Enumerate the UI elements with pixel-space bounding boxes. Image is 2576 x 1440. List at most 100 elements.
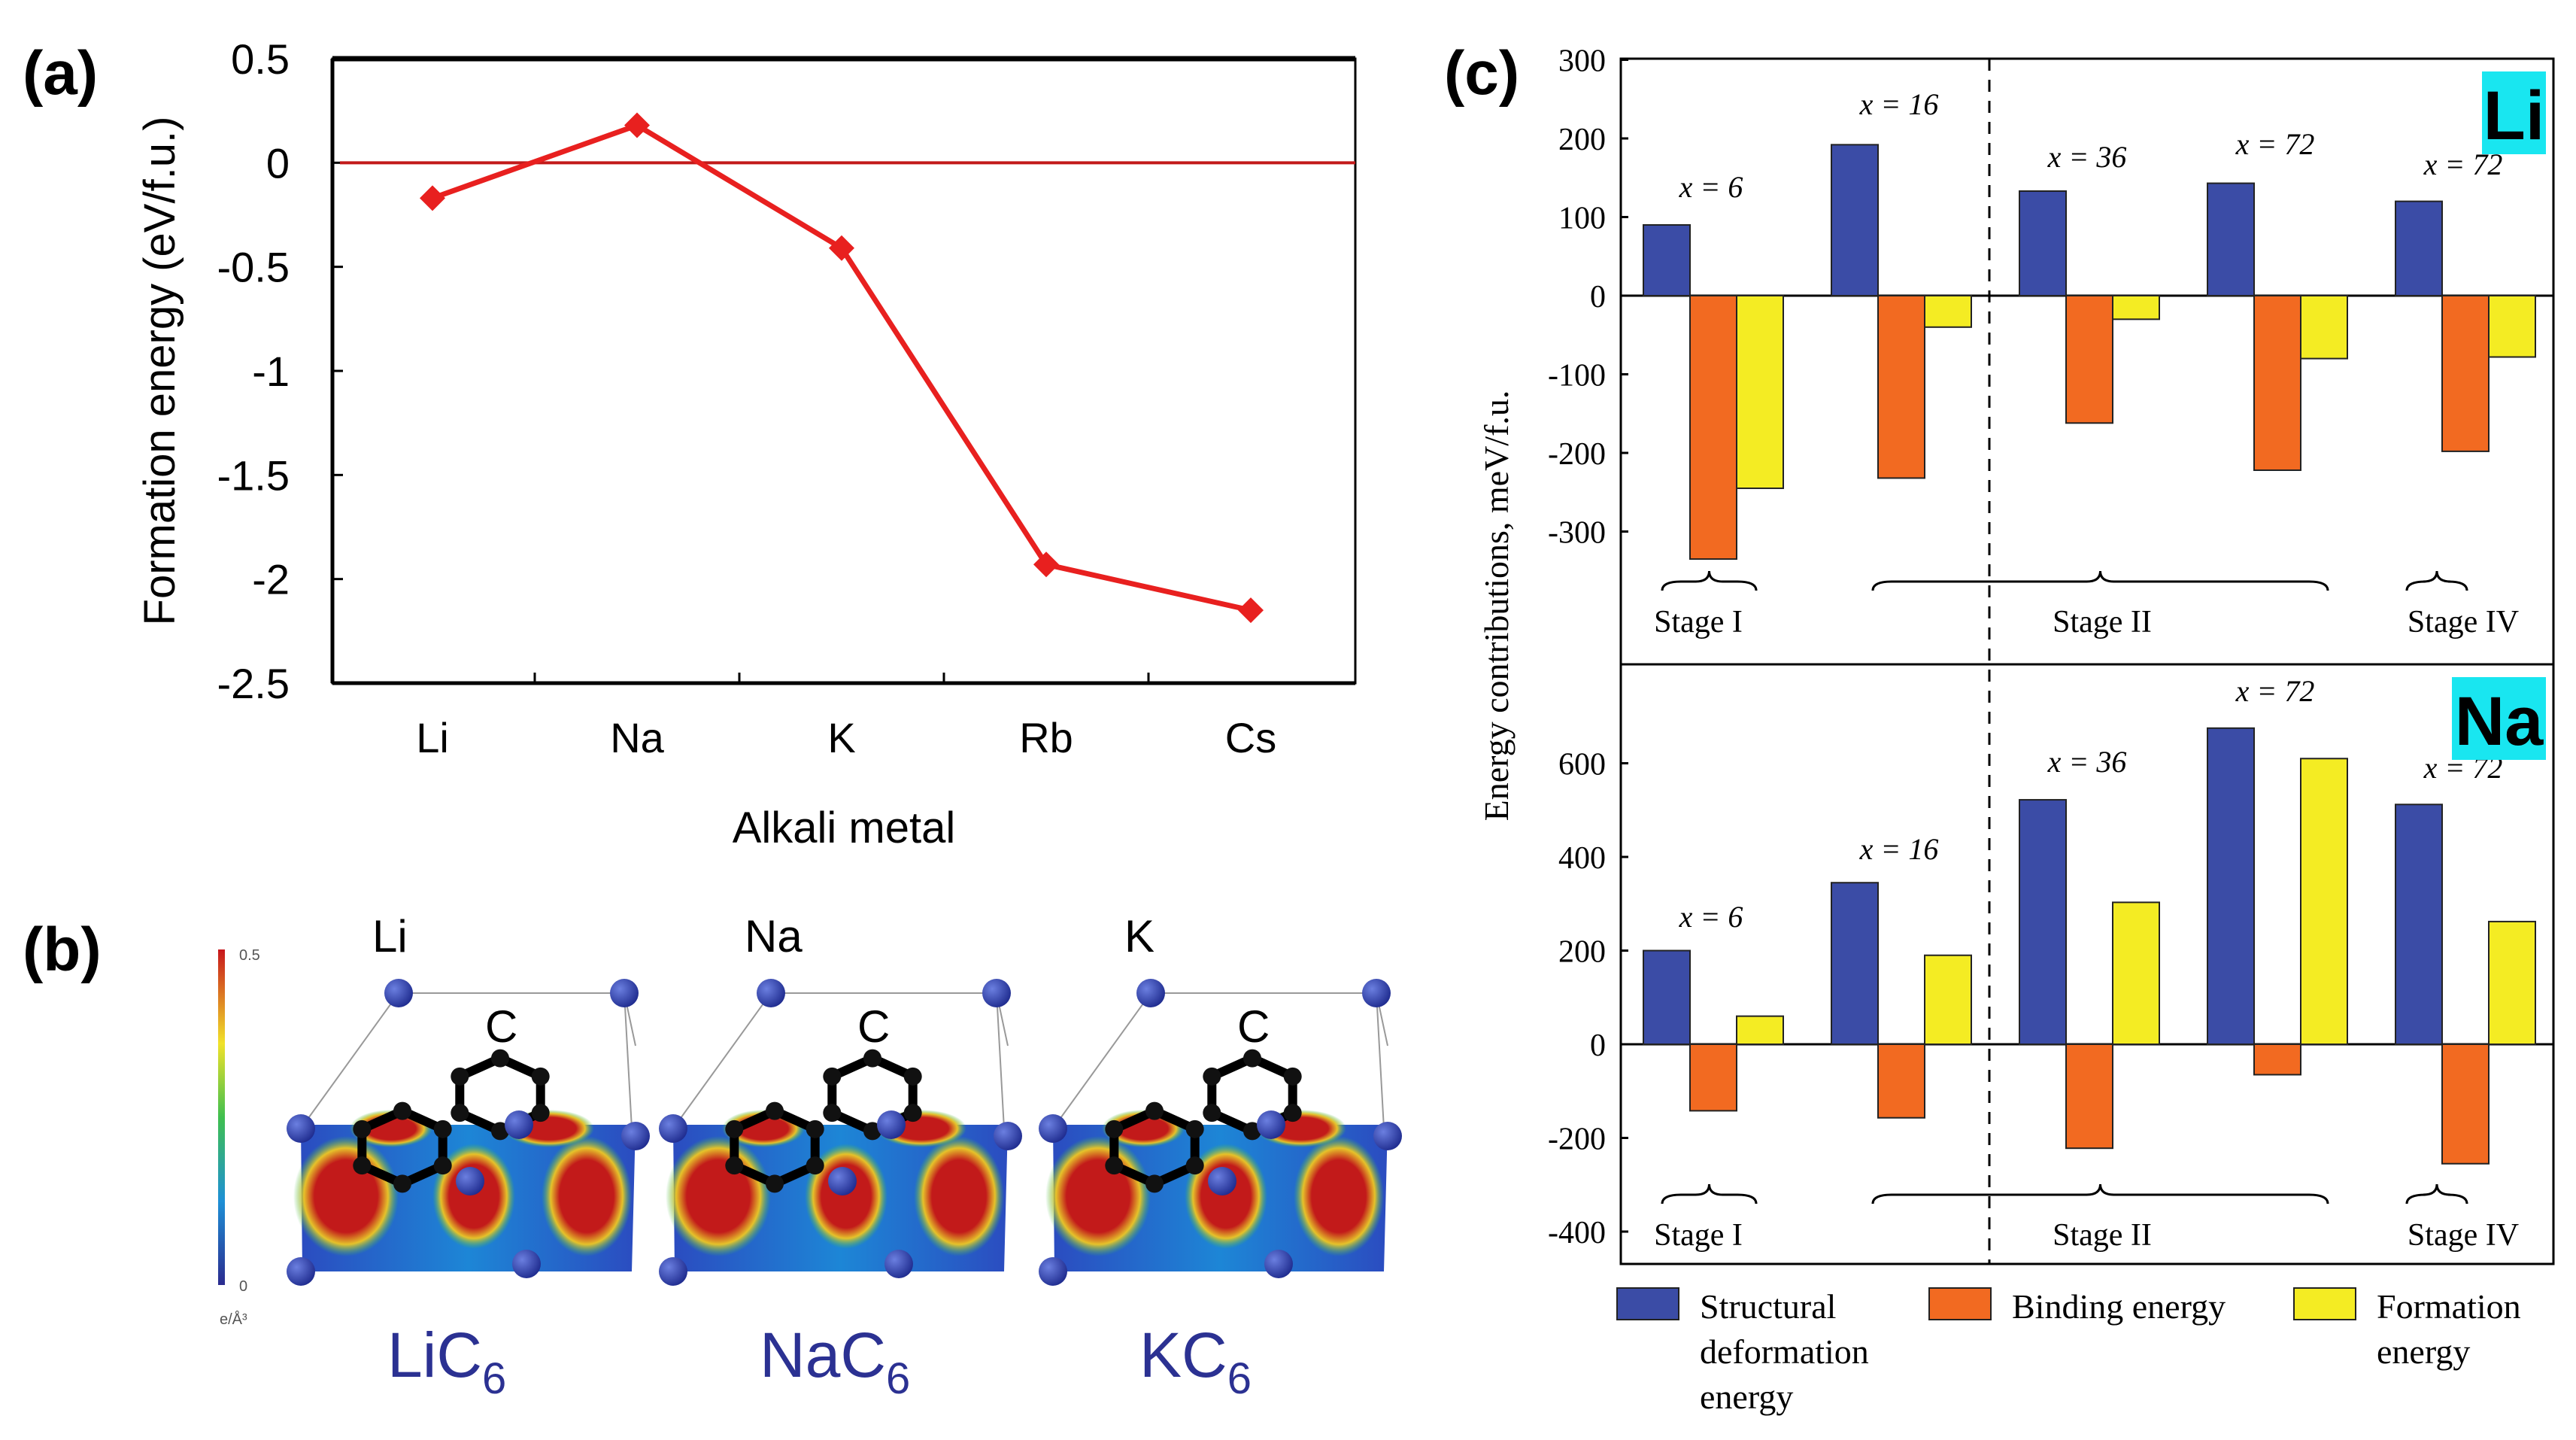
bar-structural-deformation-energy <box>1831 144 1879 296</box>
carbon-atom <box>451 1067 469 1086</box>
colorbar <box>218 949 225 1285</box>
legend-label: energy <box>2377 1332 2470 1371</box>
structure-metal-label: Na <box>745 911 803 962</box>
bar-formation-energy <box>1924 295 1972 328</box>
bar-binding-energy <box>2441 295 2490 452</box>
structure-metal-label: Li <box>372 911 408 962</box>
metal-atom <box>877 1110 906 1139</box>
formula-subscript: 6 <box>1227 1354 1252 1403</box>
colorbar-max: 0.5 <box>239 947 260 964</box>
stage-label: Stage IV <box>2408 1218 2519 1253</box>
density-hotspot <box>805 1144 887 1249</box>
carbon-atom <box>1185 1156 1204 1175</box>
metal-atom <box>505 1110 533 1139</box>
bar-structural-deformation-energy <box>2395 804 2443 1046</box>
density-hotspot <box>666 1136 771 1256</box>
y-tick-label: 200 <box>1558 935 1606 970</box>
carbon-atom <box>1145 1101 1164 1120</box>
y-tick-label: -1.5 <box>217 451 290 499</box>
bar-structural-deformation-energy <box>2395 200 2443 297</box>
carbon-atom <box>451 1104 469 1123</box>
carbon-label: C <box>485 1001 517 1052</box>
carbon-atom <box>433 1119 452 1138</box>
composition-label: x = 72 <box>2235 127 2315 161</box>
carbon-atom <box>353 1119 372 1138</box>
x-tick-label: Li <box>416 714 449 761</box>
stage-label: Stage I <box>1654 1218 1743 1253</box>
carbon-atom <box>1283 1104 1302 1123</box>
y-tick-label: 600 <box>1558 748 1606 782</box>
stage-label: Stage II <box>2053 1218 2152 1253</box>
y-tick-label: 300 <box>1558 44 1606 79</box>
y-tick-label: 400 <box>1558 841 1606 876</box>
y-tick-label: 0 <box>1590 280 1606 314</box>
carbon-atom <box>903 1104 922 1123</box>
metal-atom <box>994 1122 1022 1150</box>
formula-base: NaC <box>760 1320 886 1390</box>
composition-label: x = 6 <box>1679 900 1743 934</box>
carbon-atom <box>766 1174 784 1193</box>
carbon-atom <box>531 1104 550 1123</box>
y-tick-label: -200 <box>1548 1123 1606 1157</box>
bar-formation-energy <box>1924 954 1972 1045</box>
stage-brace <box>1871 1183 2329 1205</box>
data-point <box>420 185 445 211</box>
bar-binding-energy <box>2065 1044 2113 1150</box>
legend-label: Binding energy <box>2012 1287 2226 1326</box>
panel-c-y-label: Energy contributions, meV/f.u. <box>1477 390 1516 822</box>
carbon-atom <box>393 1101 411 1120</box>
carbon-atom <box>491 1049 509 1068</box>
legend-swatch <box>2293 1287 2356 1320</box>
composition-label: x = 72 <box>2235 674 2315 708</box>
carbon-atom <box>863 1122 881 1141</box>
bar-binding-energy <box>2253 1044 2301 1076</box>
bar-structural-deformation-energy <box>1831 882 1879 1046</box>
carbon-atom <box>531 1067 550 1086</box>
structure-formula: KC6 <box>1139 1320 1252 1403</box>
carbon-atom <box>433 1156 452 1175</box>
carbon-atom <box>903 1067 922 1086</box>
metal-atom <box>828 1167 857 1195</box>
y-tick-label: -300 <box>1548 516 1606 551</box>
element-tag-bg <box>2452 677 2546 760</box>
cell-edge <box>1376 992 1385 1129</box>
carbon-atom <box>353 1156 372 1175</box>
bar-binding-energy <box>1877 295 1925 479</box>
carbon-atom <box>393 1174 411 1193</box>
bar-formation-energy <box>2112 295 2160 321</box>
carbon-atom <box>725 1156 744 1175</box>
cell-edge <box>672 992 772 1129</box>
structure-formula: LiC6 <box>387 1320 506 1403</box>
bar-structural-deformation-energy <box>1643 223 1691 297</box>
panel-c: (c) Energy contributions, meV/f.u. 300 20… <box>1444 39 2555 1416</box>
carbon-atom <box>823 1067 842 1086</box>
carbon-atom <box>1185 1119 1204 1138</box>
carbon-label: C <box>857 1001 890 1052</box>
carbon-atom <box>806 1119 824 1138</box>
cell-edge <box>1052 992 1151 1129</box>
bar-structural-deformation-energy <box>1643 949 1691 1045</box>
metal-atom <box>884 1250 913 1278</box>
x-tick-label: K <box>827 714 855 761</box>
bar-binding-energy <box>1689 1044 1737 1112</box>
stage-label: Stage IV <box>2408 605 2519 639</box>
legend-label: deformation <box>1700 1332 1869 1371</box>
bar-binding-energy <box>1877 1044 1925 1119</box>
metal-atom <box>456 1167 484 1195</box>
panel-a-y-label: Formation energy (eV/f.u.) <box>135 117 184 626</box>
density-hotspot <box>432 1144 515 1249</box>
composition-label: x = 16 <box>1859 87 1939 121</box>
metal-atom <box>757 979 785 1007</box>
composition-label: x = 16 <box>1859 832 1939 866</box>
density-hotspot <box>293 1136 399 1256</box>
carbon-atom <box>1203 1067 1221 1086</box>
stage-brace <box>1871 570 2329 591</box>
legend-swatch <box>1616 1287 1679 1320</box>
panel-a-x-label: Alkali metal <box>733 804 956 852</box>
stage-brace <box>2405 570 2468 591</box>
carbon-atom <box>806 1156 824 1175</box>
element-tag-bg <box>2482 71 2546 154</box>
